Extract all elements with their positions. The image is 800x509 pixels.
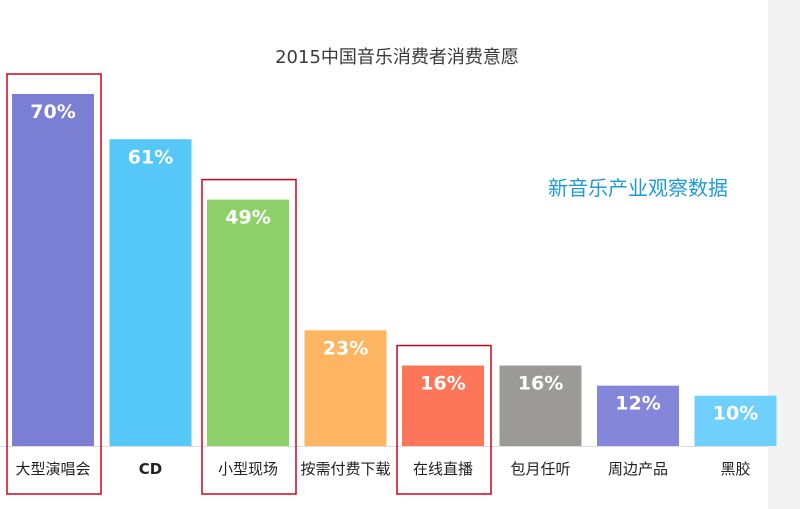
value-label-0: 70% [30, 101, 75, 123]
value-label-5: 16% [518, 373, 563, 395]
category-label-6: 周边产品 [608, 460, 668, 478]
bar-4 [402, 365, 484, 446]
category-label-0: 大型演唱会 [15, 460, 90, 478]
bar-0 [12, 94, 94, 446]
category-label-1: CD [139, 460, 162, 478]
value-label-7: 10% [713, 403, 758, 425]
bars-group [12, 94, 777, 446]
value-labels-group: 70% 61% 49% 23% 16% 16% 12% 10% [30, 101, 758, 425]
value-label-4: 16% [420, 373, 465, 395]
bar-1 [109, 139, 192, 446]
chart-title: 2015中国音乐消费者消费意愿 [275, 47, 519, 68]
bar-5 [499, 365, 582, 446]
category-label-4: 在线直播 [413, 460, 473, 478]
value-label-1: 61% [128, 146, 173, 168]
value-label-3: 23% [323, 337, 368, 359]
highlight-box-0 [6, 73, 102, 495]
highlight-box-2 [201, 178, 297, 495]
category-label-3: 按需付费下载 [300, 460, 390, 478]
value-label-2: 49% [225, 207, 270, 229]
bar-2 [207, 199, 289, 446]
highlight-boxes-group [6, 73, 492, 495]
bar-3 [304, 330, 387, 446]
bar-7 [694, 395, 777, 446]
category-labels-group: 大型演唱会 CD 小型现场 按需付费下载 在线直播 包月任听 周边产品 黑胶 [15, 460, 750, 478]
category-label-2: 小型现场 [218, 460, 278, 478]
bar-6 [597, 385, 679, 446]
category-label-5: 包月任听 [510, 460, 570, 478]
category-label-7: 黑胶 [720, 460, 750, 478]
value-label-6: 12% [615, 393, 660, 415]
highlight-box-4 [396, 344, 492, 495]
chart-annotation: 新音乐产业观察数据 [548, 176, 728, 200]
